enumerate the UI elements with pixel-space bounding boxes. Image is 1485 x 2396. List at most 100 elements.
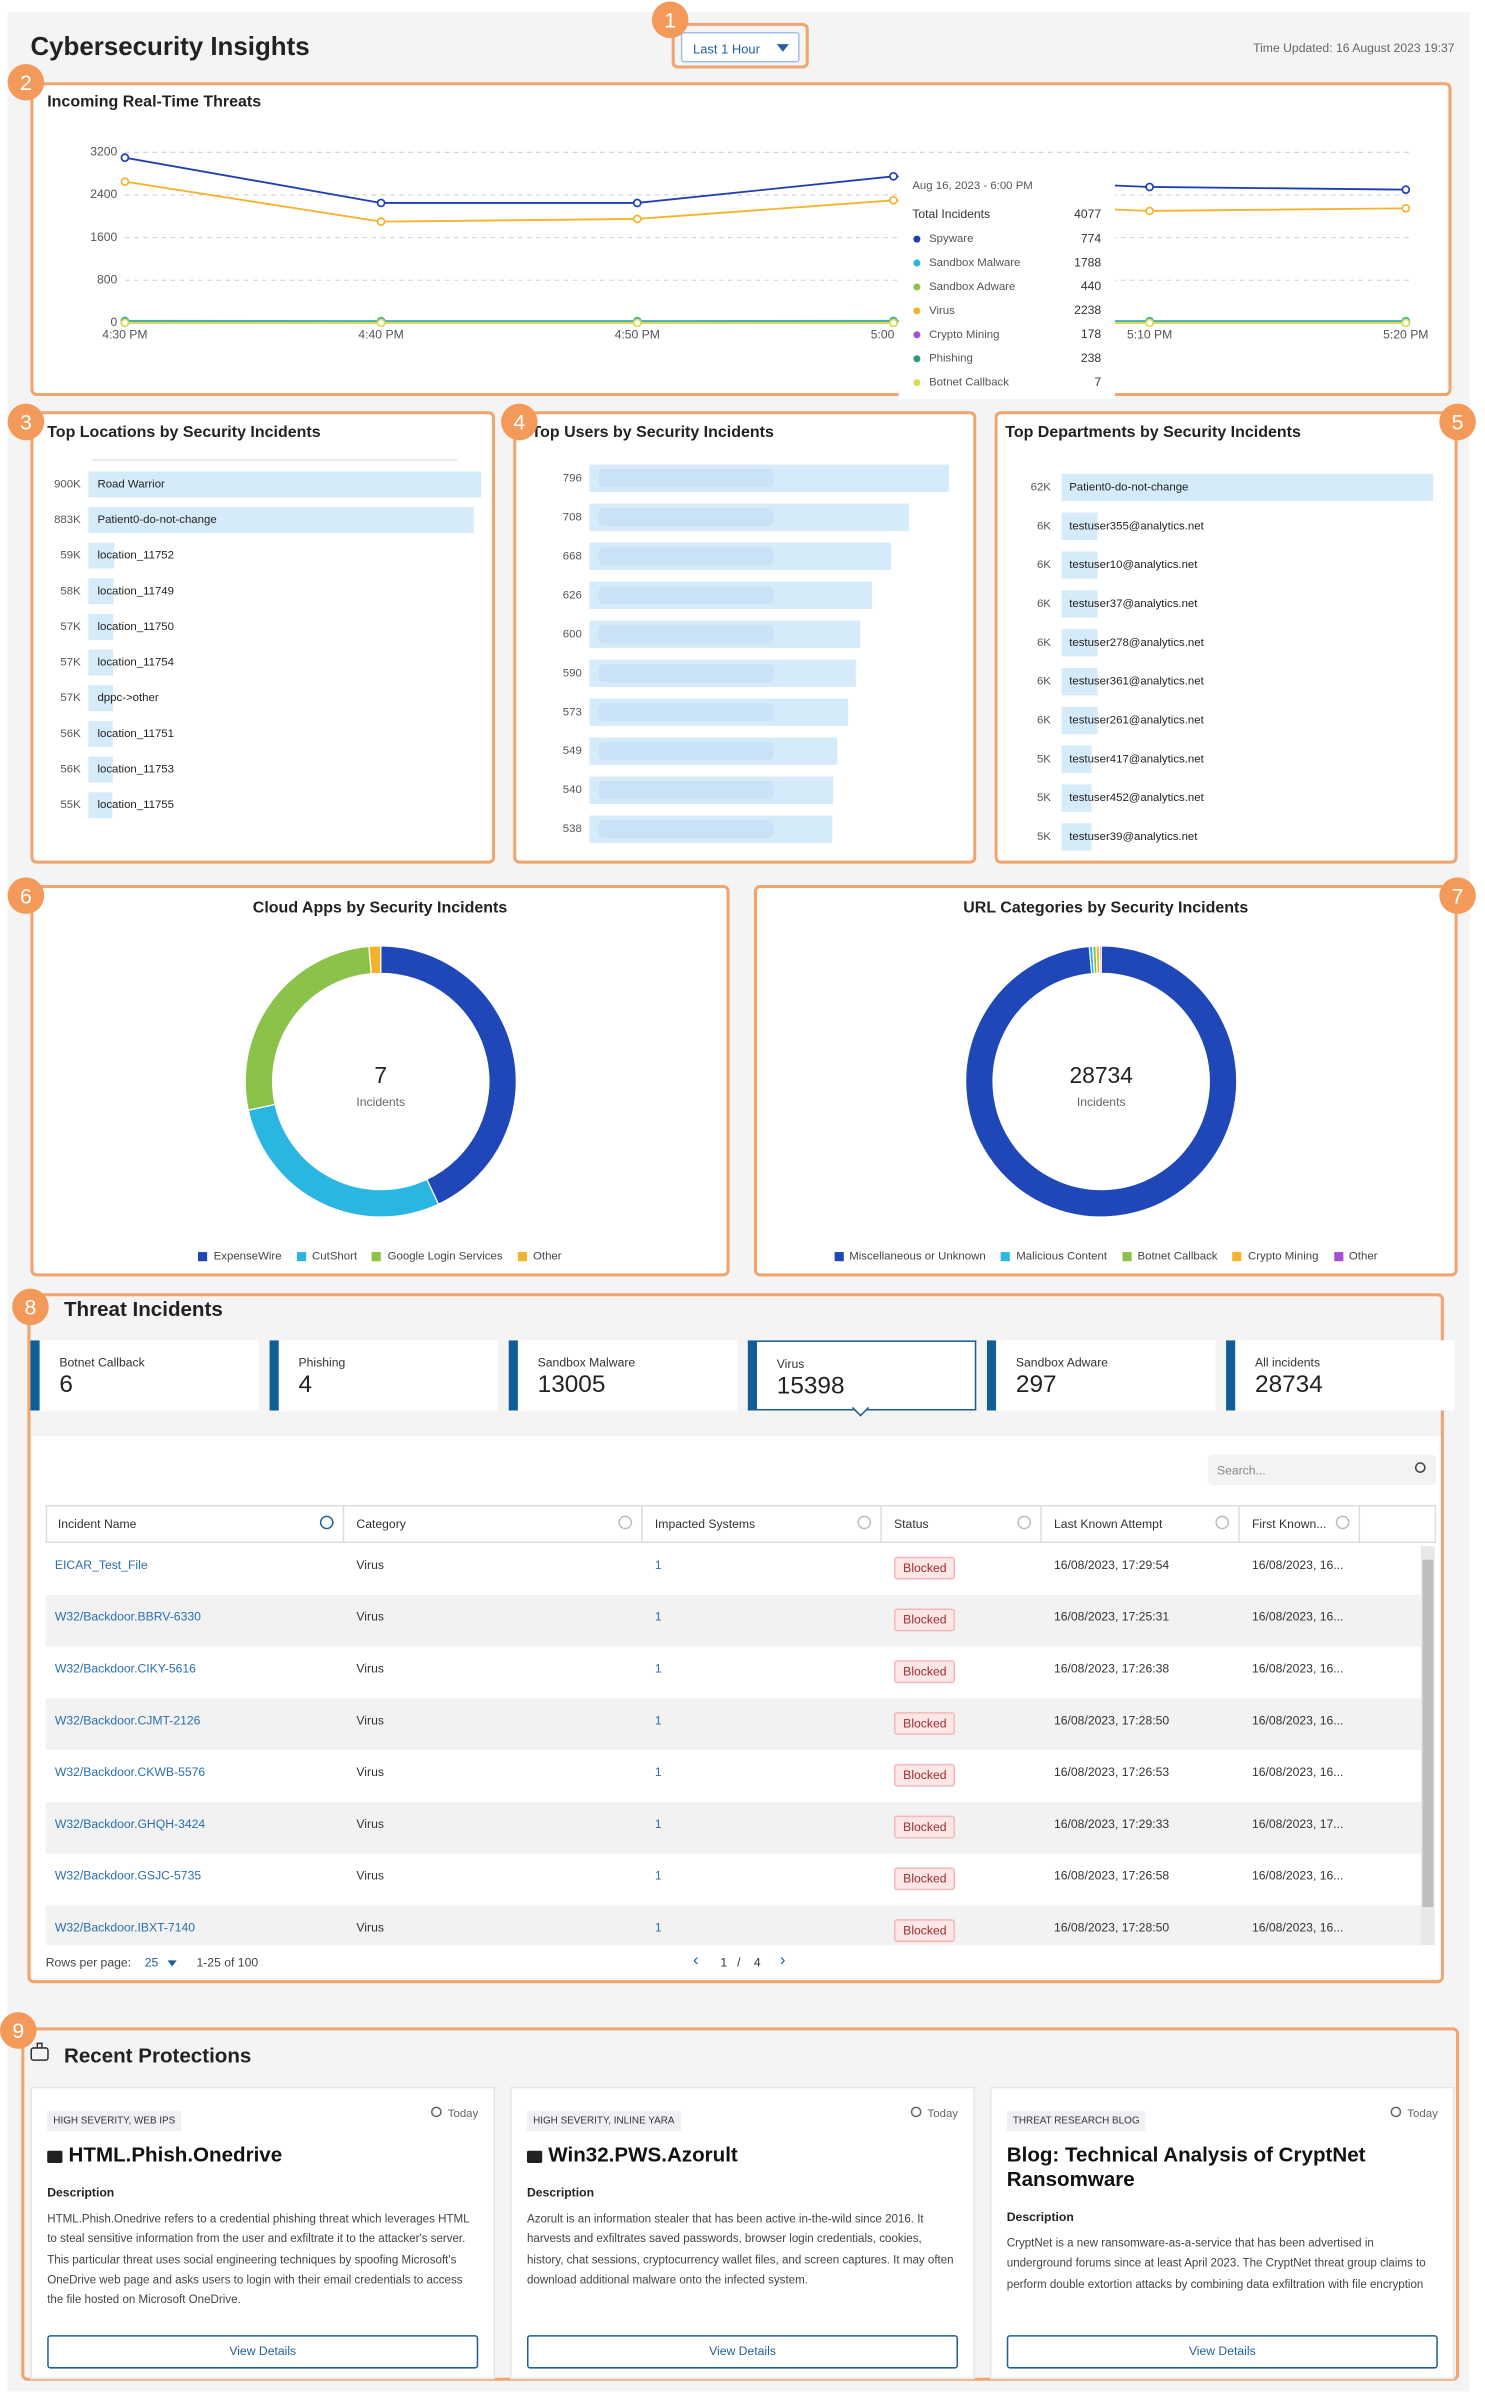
column-header[interactable]: Category — [344, 1504, 643, 1544]
y-tick-label: 2400 — [90, 187, 117, 201]
tab[interactable]: Virus 15398 — [747, 1340, 977, 1411]
cell: 16/08/2023, 16... — [1251, 1610, 1344, 1624]
bar-value: 59K — [60, 550, 81, 562]
rows-per-page[interactable]: 25 — [144, 1955, 159, 1970]
table-row[interactable]: W32/Backdoor.IBXT-7140 Virus 1 Blocked 16/08… — [45, 1905, 1422, 1946]
cell[interactable]: 1 — [654, 1558, 662, 1572]
blurred-label — [598, 664, 774, 683]
incident-link[interactable]: W32/Backdoor.GHQH-3424 — [54, 1817, 206, 1831]
table-row[interactable]: W32/Backdoor.GSJC-5735 Virus 1 Blocked 16/08… — [45, 1853, 1422, 1906]
scroll-thumb — [1422, 1559, 1434, 1908]
blurred-label — [598, 547, 774, 566]
cell: 16/08/2023, 17:29:33 — [1053, 1817, 1170, 1831]
cell[interactable]: 1 — [654, 1920, 662, 1935]
cell[interactable]: 1 — [654, 1765, 662, 1780]
bar — [88, 614, 114, 640]
tab[interactable]: Sandbox Malware 13005 — [508, 1340, 738, 1411]
tab-count: 4 — [298, 1372, 313, 1399]
incident-link[interactable]: W32/Backdoor.BBRV-6330 — [54, 1610, 201, 1624]
cell[interactable]: 1 — [654, 1713, 662, 1728]
table-row[interactable]: W32/Backdoor.CIKY-5616 Virus 1 Blocked 16/08… — [45, 1646, 1422, 1699]
clock-icon — [431, 2106, 442, 2118]
cell[interactable]: 1 — [654, 1610, 662, 1624]
next-page[interactable]: › — [779, 1951, 786, 1970]
tooltip-total-label: Total Incidents — [912, 207, 990, 221]
point — [1401, 185, 1411, 194]
incident-link[interactable]: W32/Backdoor.CKWB-5576 — [54, 1765, 206, 1780]
cell: 16/08/2023, 16... — [1251, 1920, 1344, 1935]
y-tick-label: 3200 — [90, 145, 117, 159]
column-header[interactable]: Last Known Attempt — [1042, 1504, 1240, 1544]
cell[interactable]: 1 — [654, 1661, 662, 1676]
bar-label: testuser452@analytics.net — [1069, 792, 1204, 804]
table-row[interactable]: W32/Backdoor.BBRV-6330 Virus 1 Blocked 16/08… — [45, 1594, 1422, 1647]
bar-value: 590 — [563, 667, 582, 679]
prev-page[interactable]: ‹ — [693, 1951, 699, 1970]
column-header[interactable]: First Known... — [1240, 1504, 1361, 1544]
legend-item: Malicious Content — [1000, 1249, 1107, 1263]
view-details-button[interactable]: View Details — [47, 2335, 479, 2369]
cell: 16/08/2023, 17:29:54 — [1053, 1558, 1170, 1572]
tab[interactable]: All incidents 28734 — [1226, 1340, 1455, 1411]
x-tick-label: 4:30 PM — [102, 327, 147, 341]
x-tick-label: 4:50 PM — [615, 327, 660, 341]
legend-swatch — [372, 1251, 382, 1261]
status-badge: Blocked — [894, 1556, 956, 1580]
bar — [88, 649, 114, 676]
status-badge: Blocked — [894, 1919, 956, 1943]
time-range-dropdown[interactable]: Last 1 Hour — [680, 31, 800, 63]
donut-slice — [965, 945, 1238, 1218]
callout: 7 — [1439, 877, 1476, 914]
pages: 4 — [753, 1955, 761, 1970]
cell: 16/08/2023, 17... — [1251, 1817, 1344, 1831]
table-row[interactable]: W32/Backdoor.CJMT-2126 Virus 1 Blocked 16/08… — [45, 1698, 1422, 1751]
search-box[interactable]: Search... — [1207, 1454, 1437, 1486]
tab-label: Sandbox Adware — [1015, 1355, 1109, 1370]
cell[interactable]: 1 — [654, 1817, 662, 1831]
cell: Virus — [356, 1713, 384, 1728]
incident-link[interactable]: W32/Backdoor.CJMT-2126 — [54, 1713, 201, 1728]
point — [376, 198, 386, 208]
bar — [88, 756, 113, 783]
panel-title: Top Users by Security Incidents — [531, 423, 774, 442]
bar-value: 626 — [563, 589, 582, 601]
bar — [1061, 473, 1434, 502]
table-row[interactable]: W32/Backdoor.GHQH-3424 Virus 1 Blocked 16/08… — [45, 1801, 1422, 1854]
tag: HIGH SEVERITY, INLINE YARA — [526, 2111, 681, 2131]
tab-label: Botnet Callback — [59, 1355, 145, 1370]
legend-swatch — [1000, 1251, 1011, 1261]
point — [120, 318, 130, 328]
bar — [1061, 745, 1092, 774]
legend-swatch — [296, 1251, 306, 1261]
callout: 9 — [0, 2012, 37, 2049]
bar — [88, 792, 113, 819]
incident-link[interactable]: W32/Backdoor.IBXT-7140 — [54, 1920, 196, 1935]
donut-slice — [1098, 945, 1102, 974]
column-header[interactable]: Impacted Systems — [643, 1504, 882, 1544]
incident-link[interactable]: EICAR_Test_File — [54, 1558, 148, 1572]
incident-link[interactable]: W32/Backdoor.GSJC-5735 — [54, 1868, 202, 1883]
column-header[interactable]: Incident Name — [46, 1504, 345, 1544]
tab[interactable]: Sandbox Adware 297 — [986, 1340, 1216, 1411]
view-details-button[interactable]: View Details — [1006, 2335, 1438, 2369]
tab[interactable]: Phishing 4 — [269, 1340, 499, 1411]
bar-value: 62K — [1031, 481, 1052, 493]
bar — [88, 720, 113, 747]
table-row[interactable]: EICAR_Test_File Virus 1 Blocked 16/08/2023, … — [45, 1543, 1422, 1595]
column-header[interactable]: Status — [882, 1504, 1042, 1544]
bar-label: testuser261@analytics.net — [1069, 714, 1204, 726]
tooltip-value: 238 — [1081, 351, 1102, 365]
bar-value: 56K — [60, 728, 81, 740]
panel-title: URL Categories by Security Incidents — [963, 898, 1249, 917]
legend-dot — [913, 283, 921, 291]
tab[interactable]: Botnet Callback 6 — [30, 1340, 259, 1411]
view-details-button[interactable]: View Details — [526, 2335, 959, 2369]
cell[interactable]: 1 — [654, 1868, 662, 1883]
point — [1401, 318, 1411, 328]
title-text: Blog: Technical Analysis of CryptNet Ran… — [1006, 2143, 1366, 2191]
table-row[interactable]: W32/Backdoor.CKWB-5576 Virus 1 Blocked 16/08… — [45, 1750, 1422, 1802]
page: 1 — [720, 1955, 728, 1970]
legend-dot — [913, 307, 921, 315]
incident-link[interactable]: W32/Backdoor.CIKY-5616 — [54, 1661, 196, 1676]
